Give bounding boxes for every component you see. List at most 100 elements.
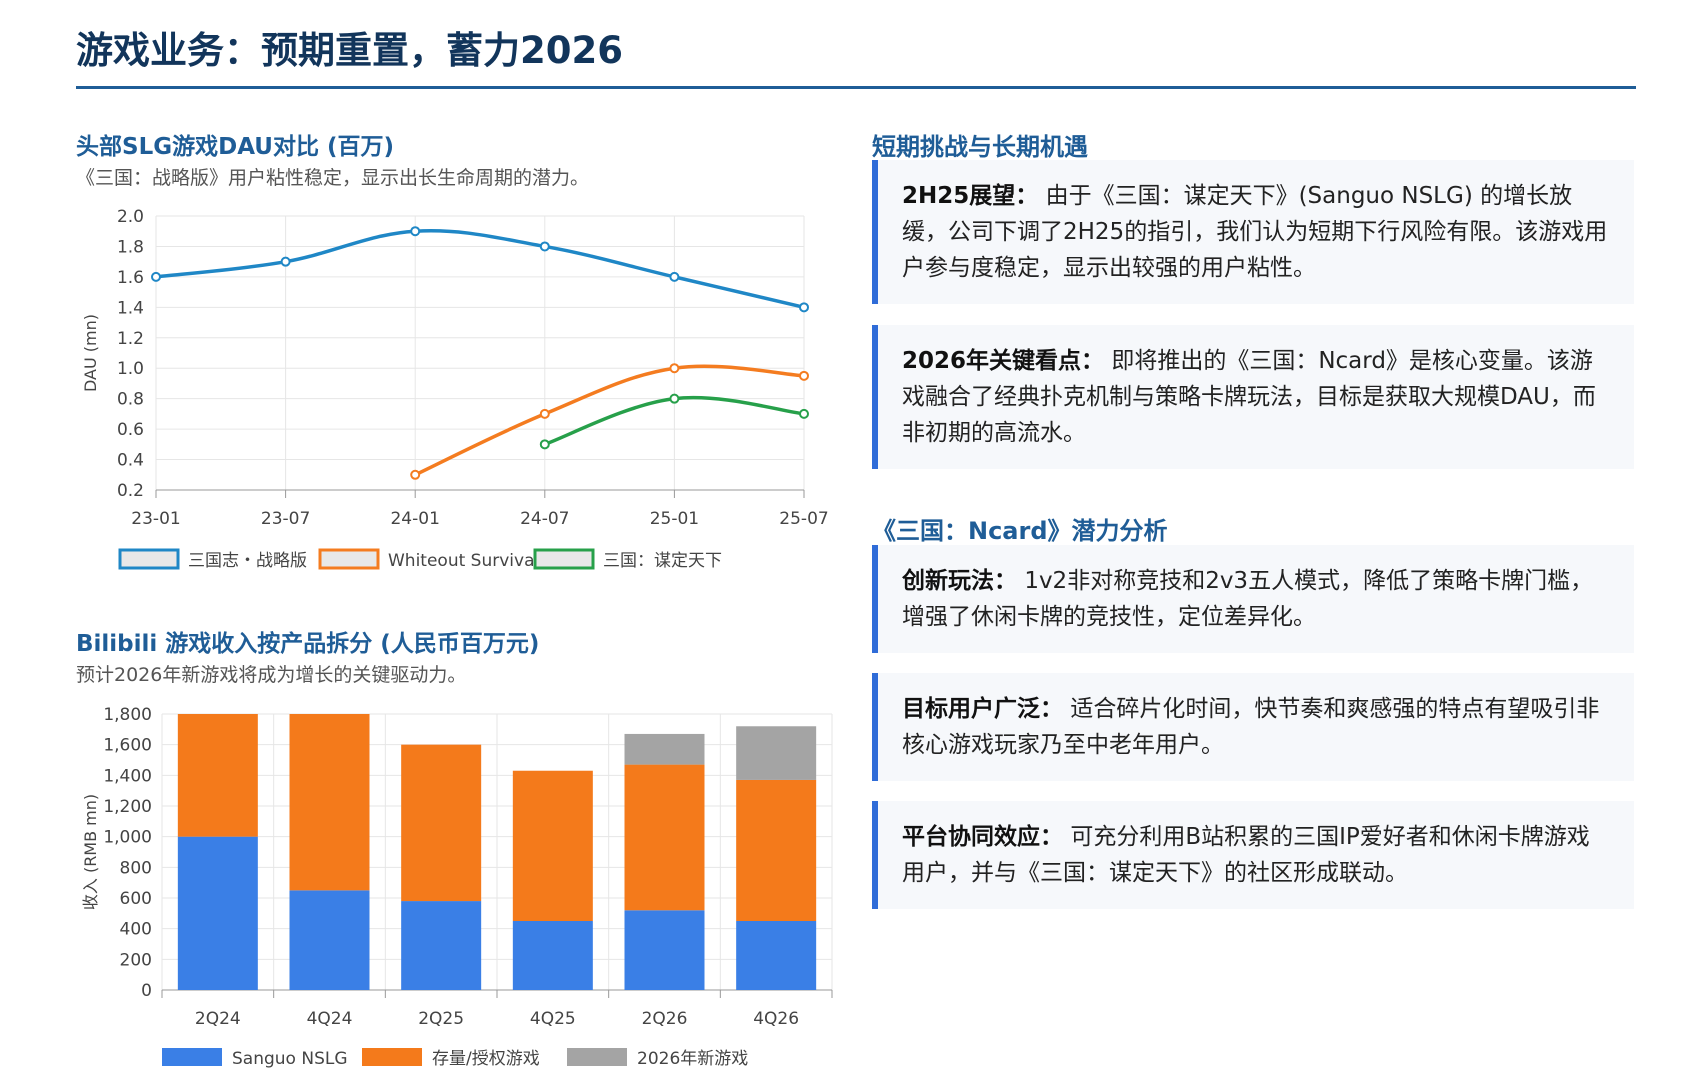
y-tick-label: 1,000	[103, 828, 152, 848]
bar-segment	[736, 726, 817, 780]
card-text: 即将推出的《三国：Ncard》是核心变量。该游戏融合了经典扑克机制与策略卡牌玩法…	[902, 348, 1596, 446]
y-tick-label: 1,400	[103, 766, 152, 786]
legend-swatch	[118, 548, 180, 570]
data-point	[799, 370, 809, 381]
data-point	[539, 439, 550, 450]
card-label: 平台协同效应：	[902, 824, 1063, 850]
page-title: 游戏业务：预期重置，蓄力2026	[76, 29, 623, 72]
y-tick-label: 1,200	[103, 797, 152, 817]
data-point	[280, 256, 291, 267]
y-axis-label: DAU (mn)	[81, 314, 100, 392]
line-chart-title: 头部SLG游戏DAU对比 (百万)	[76, 134, 394, 160]
card-text: 由于《三国：谋定天下》(Sanguo NSLG) 的增长放缓，公司下调了2H25…	[902, 183, 1608, 281]
card-text: 可充分利用B站积累的三国IP爱好者和休闲卡牌游戏用户，并与《三国：谋定天下》的社…	[902, 824, 1590, 886]
gameplay-card: 创新玩法： 1v2非对称竞技和2v3五人模式，降低了策略卡牌门槛，增强了休闲卡牌…	[872, 545, 1634, 653]
bar-segment	[736, 779, 817, 921]
y-tick-label: 0.2	[117, 481, 144, 501]
y-tick-label: 0.8	[117, 390, 144, 410]
legend-swatch	[162, 1048, 222, 1066]
data-point	[669, 363, 680, 374]
bar-segment	[401, 901, 482, 990]
section-title-ncard: 《三国：Ncard》潜力分析	[872, 517, 1168, 545]
synergy-card: 平台协同效应： 可充分利用B站积累的三国IP爱好者和休闲卡牌游戏用户，并与《三国…	[872, 801, 1634, 909]
data-point	[669, 393, 680, 404]
section-title-challenges: 短期挑战与长期机遇	[872, 133, 1088, 161]
y-tick-label: 400	[120, 920, 152, 940]
outlook-card: 2H25展望： 由于《三国：谋定天下》(Sanguo NSLG) 的增长放缓，公…	[872, 160, 1634, 304]
legend-label: Whiteout Survival	[388, 551, 539, 571]
y-tick-label: 0.4	[117, 451, 144, 471]
card-label: 目标用户广泛：	[902, 696, 1063, 722]
legend-label: 三国志・战略版	[188, 551, 307, 571]
x-tick-label: 2Q26	[642, 1009, 688, 1029]
bar-segment	[289, 714, 370, 891]
legend-label: 三国：谋定天下	[603, 551, 722, 571]
bar-chart-subtitle: 预计2026年新游戏将成为增长的关键驱动力。	[76, 664, 467, 686]
x-tick-label: 4Q25	[530, 1009, 576, 1029]
x-tick-label: 23-07	[261, 509, 310, 529]
bar-segment	[736, 921, 817, 990]
revenue-bar-chart: 0 200 400 600 800 1,000 1,200 1,400 1,600 1,800 收入…	[81, 705, 833, 1069]
y-tick-label: 1.8	[117, 237, 144, 257]
x-tick-label: 2Q25	[418, 1009, 464, 1029]
bar-segment	[624, 733, 705, 765]
target-users-card: 目标用户广泛： 适合碎片化时间，快节奏和爽感强的特点有望吸引非核心游戏玩家乃至中…	[872, 673, 1634, 781]
x-tick-label: 24-07	[520, 509, 569, 529]
legend-swatch	[362, 1048, 422, 1066]
y-tick-label: 0	[141, 981, 152, 1001]
data-point	[799, 302, 809, 313]
line-chart-subtitle: 《三国：战略版》用户粘性稳定，显示出长生命周期的潜力。	[76, 167, 590, 189]
legend-label: Sanguo NSLG	[232, 1049, 348, 1069]
y-tick-label: 1.2	[117, 329, 144, 349]
dau-line-chart: 0.2 0.4 0.6 0.8 1.0 1.2 1.4 1.6 1.8 2.0 23-01 23-07…	[81, 207, 829, 571]
data-point	[410, 469, 421, 480]
series-line	[414, 364, 805, 477]
bar-segment	[177, 714, 258, 837]
y-tick-label: 1.0	[117, 359, 144, 379]
y-axis-label: 收入 (RMB mn)	[81, 794, 100, 910]
legend-label: 存量/授权游戏	[432, 1049, 540, 1069]
bar-segment	[624, 910, 705, 990]
x-tick-label: 4Q26	[753, 1009, 799, 1029]
y-tick-label: 1.4	[117, 298, 144, 318]
card-text: 适合碎片化时间，快节奏和爽感强的特点有望吸引非核心游戏玩家乃至中老年用户。	[902, 696, 1600, 758]
y-tick-label: 2.0	[117, 207, 144, 227]
x-tick-label: 25-07	[779, 509, 828, 529]
key-watch-card: 2026年关键看点： 即将推出的《三国：Ncard》是核心变量。该游戏融合了经典…	[872, 325, 1634, 469]
data-point	[410, 226, 421, 237]
x-tick-label: 24-01	[390, 509, 439, 529]
y-tick-label: 800	[120, 858, 152, 878]
legend-swatch	[533, 548, 595, 570]
bar-segment	[289, 890, 370, 990]
legend-swatch	[318, 548, 380, 570]
y-tick-label: 1,800	[103, 705, 152, 725]
data-point	[539, 408, 550, 419]
card-text: 1v2非对称竞技和2v3五人模式，降低了策略卡牌门槛，增强了休闲卡牌的竞技性，定…	[902, 568, 1594, 630]
y-tick-label: 0.6	[117, 420, 144, 440]
series-line	[155, 229, 805, 310]
bar-segment	[624, 764, 705, 911]
y-tick-label: 1,600	[103, 736, 152, 756]
title-divider	[76, 86, 1636, 89]
y-tick-label: 200	[120, 950, 152, 970]
bar-segment	[401, 744, 482, 902]
legend-swatch	[567, 1048, 627, 1066]
card-label: 2H25展望：	[902, 183, 1039, 209]
bar-chart-title: Bilibili 游戏收入按产品拆分 (人民币百万元)	[76, 631, 540, 657]
card-label: 2026年关键看点：	[902, 348, 1105, 374]
card-label: 创新玩法：	[902, 568, 1017, 594]
data-point	[151, 271, 161, 282]
y-tick-label: 1.6	[117, 268, 144, 288]
data-point	[539, 241, 550, 252]
legend-label: 2026年新游戏	[637, 1049, 748, 1069]
bar-segment	[512, 770, 593, 921]
data-point	[669, 271, 680, 282]
x-tick-label: 23-01	[131, 509, 180, 529]
bar-segment	[177, 836, 258, 990]
x-tick-label: 25-01	[650, 509, 699, 529]
y-tick-label: 600	[120, 889, 152, 909]
bar-segment	[512, 921, 593, 990]
x-tick-label: 4Q24	[307, 1009, 353, 1029]
data-point	[799, 408, 809, 419]
x-tick-label: 2Q24	[195, 1009, 241, 1029]
